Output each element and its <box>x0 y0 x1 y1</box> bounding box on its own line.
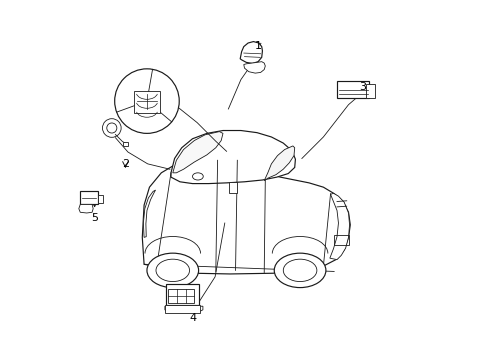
Ellipse shape <box>274 253 325 288</box>
Polygon shape <box>329 193 349 260</box>
FancyBboxPatch shape <box>164 305 200 313</box>
Circle shape <box>115 69 179 134</box>
Polygon shape <box>142 158 349 274</box>
Circle shape <box>140 95 153 108</box>
FancyBboxPatch shape <box>166 284 198 305</box>
Polygon shape <box>198 306 203 312</box>
Circle shape <box>102 119 121 137</box>
Polygon shape <box>240 41 262 63</box>
Polygon shape <box>164 306 169 312</box>
Text: 1: 1 <box>254 41 261 50</box>
Text: 3: 3 <box>359 82 366 92</box>
Text: 4: 4 <box>188 313 196 323</box>
Ellipse shape <box>192 173 203 180</box>
FancyBboxPatch shape <box>122 141 128 146</box>
FancyBboxPatch shape <box>229 182 237 193</box>
Polygon shape <box>143 190 155 237</box>
Ellipse shape <box>147 253 198 288</box>
Text: 5: 5 <box>91 213 98 222</box>
FancyBboxPatch shape <box>98 195 103 203</box>
Polygon shape <box>171 131 295 184</box>
FancyBboxPatch shape <box>366 84 375 98</box>
Text: 2: 2 <box>122 159 129 169</box>
FancyBboxPatch shape <box>336 81 368 98</box>
Polygon shape <box>244 62 265 73</box>
Polygon shape <box>79 204 93 213</box>
Polygon shape <box>264 146 294 181</box>
FancyBboxPatch shape <box>134 91 160 113</box>
FancyBboxPatch shape <box>80 191 98 204</box>
Polygon shape <box>172 132 223 173</box>
